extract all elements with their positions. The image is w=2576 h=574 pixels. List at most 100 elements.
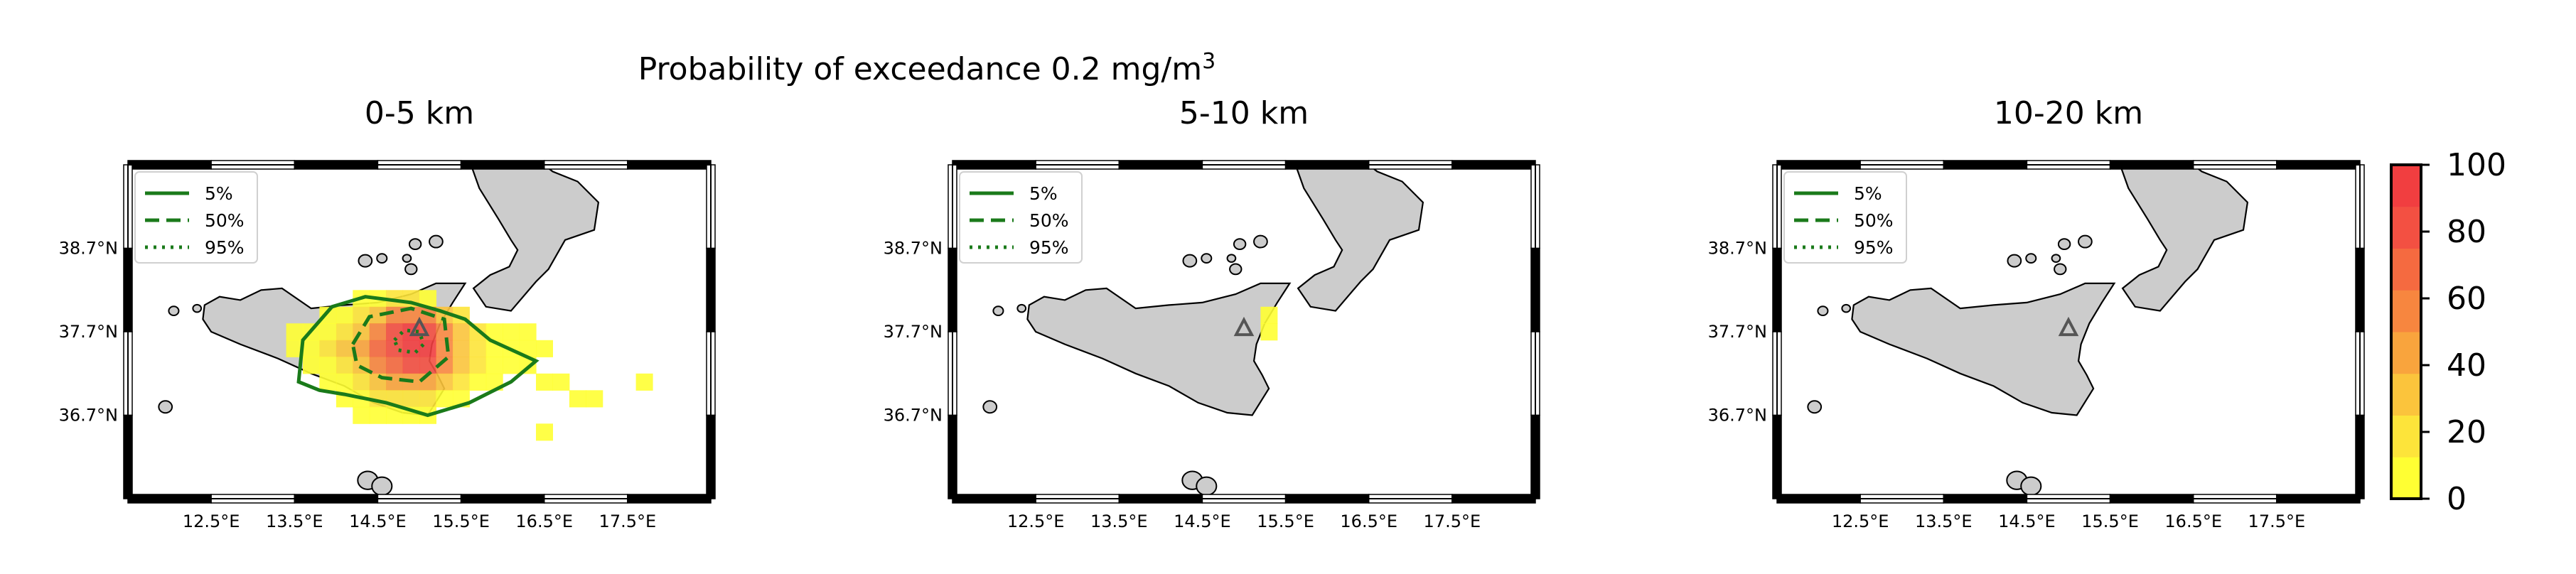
colorbar-tick-label: 80 (2447, 214, 2486, 250)
island (982, 400, 998, 414)
island (1226, 254, 1237, 263)
vent-marker-icon (2058, 316, 2079, 337)
probability-cell (402, 357, 420, 374)
colorbar-segment (2391, 373, 2421, 416)
probability-cell (452, 340, 470, 357)
island (1253, 234, 1268, 249)
probability-cell (419, 357, 436, 374)
y-tick-label: 38.7°N (59, 239, 118, 259)
colorbar-segment (2391, 457, 2421, 499)
probability-cell (469, 357, 487, 374)
probability-cell (336, 340, 353, 357)
island (168, 305, 180, 316)
probability-cell (386, 406, 404, 424)
legend: 5% 50% 95% (1783, 171, 1907, 264)
contour-5-percent (296, 295, 540, 418)
probability-cell (353, 373, 370, 391)
vent-marker-icon (409, 316, 430, 337)
map-panels: 0-5 km 12.5°E 13.5°E 14.5°E 15.5°E 16.5°E 17.5… (59, 95, 2365, 531)
probability-cell (452, 357, 470, 374)
probability-cell (402, 340, 420, 357)
legend-label: 5% (1854, 183, 1882, 204)
island (2025, 253, 2037, 264)
probability-cell (386, 306, 404, 324)
panel-title: 0-5 km (365, 95, 474, 131)
y-tick-label: 36.7°N (59, 406, 118, 426)
probability-cell (1260, 306, 1278, 324)
probability-cell (369, 340, 387, 357)
probability-cell (569, 390, 586, 408)
probability-cell (469, 340, 487, 357)
probability-cell (386, 357, 404, 374)
x-tick-label: 13.5°E (1090, 511, 1148, 531)
probability-cell (436, 373, 454, 391)
land-calabria (470, 165, 600, 312)
y-tick-label: 37.7°N (59, 322, 118, 342)
probability-cell (536, 423, 553, 441)
probability-cell (536, 373, 553, 391)
probability-cell (586, 390, 603, 408)
island (376, 253, 388, 264)
island (1196, 476, 1218, 497)
legend: 5% 50% 95% (134, 171, 258, 264)
island (1841, 303, 1852, 313)
map-frame (127, 164, 712, 499)
colorbar-segment (2391, 165, 2421, 207)
colorbar-segment (2391, 415, 2421, 457)
suptitle-superscript: 3 (1202, 49, 1215, 74)
probability-cell (303, 340, 320, 357)
island (404, 263, 418, 276)
probability-cell (552, 373, 570, 391)
y-tick-label: 38.7°N (884, 239, 943, 259)
island (1016, 303, 1027, 313)
probability-cell (635, 373, 653, 391)
y-tick-label: 37.7°N (884, 322, 943, 342)
probability-cell (452, 373, 470, 391)
x-tick-label: 13.5°E (266, 511, 323, 531)
x-tick-label: 14.5°E (1174, 511, 1231, 531)
probability-cell (485, 357, 503, 374)
y-tick-label: 38.7°N (1708, 239, 1767, 259)
probability-cell (503, 357, 520, 374)
colorbar-segment (2391, 206, 2421, 249)
island (992, 305, 1004, 316)
suptitle-main: Probability of exceedance 0.2 mg/m (638, 51, 1202, 87)
x-tick-label: 17.5°E (599, 511, 657, 531)
island (158, 400, 173, 414)
probability-cell (386, 373, 404, 391)
legend-label: 95% (205, 237, 245, 258)
legend-label: 5% (1029, 183, 1058, 204)
colorbar-tick-label: 20 (2447, 414, 2486, 450)
y-tick-label: 37.7°N (1708, 322, 1767, 342)
x-tick-label: 16.5°E (1340, 511, 1397, 531)
legend-label: 50% (1854, 210, 1894, 231)
island (1807, 400, 1823, 414)
x-tick-label: 14.5°E (349, 511, 407, 531)
panel-title: 5-10 km (1179, 95, 1309, 131)
probability-cell (469, 373, 487, 391)
probability-cell (419, 390, 436, 408)
x-tick-label: 15.5°E (2081, 511, 2139, 531)
probability-cell (419, 340, 436, 357)
x-tick-label: 15.5°E (1257, 511, 1314, 531)
x-tick-label: 13.5°E (1915, 511, 1973, 531)
x-tick-label: 12.5°E (183, 511, 240, 531)
x-tick-label: 14.5°E (1998, 511, 2056, 531)
colorbar-segment (2391, 332, 2421, 374)
x-tick-label: 17.5°E (1424, 511, 1481, 531)
colorbar-tick-label: 40 (2447, 347, 2486, 384)
colorbar-tick-label: 100 (2447, 147, 2506, 183)
colorbar-tick-label: 60 (2447, 281, 2486, 317)
island (1201, 253, 1213, 264)
island (2078, 234, 2093, 249)
map-panel-1: 0-5 km 12.5°E 13.5°E 14.5°E 15.5°E 16.5°E 17.5… (59, 95, 716, 531)
probability-cell (369, 406, 387, 424)
probability-cell (336, 323, 353, 341)
y-tick-label: 36.7°N (884, 406, 943, 426)
island (2057, 238, 2071, 251)
probability-cell (503, 323, 520, 341)
map-frame (1776, 164, 2361, 499)
island (192, 303, 203, 313)
x-tick-label: 15.5°E (432, 511, 490, 531)
